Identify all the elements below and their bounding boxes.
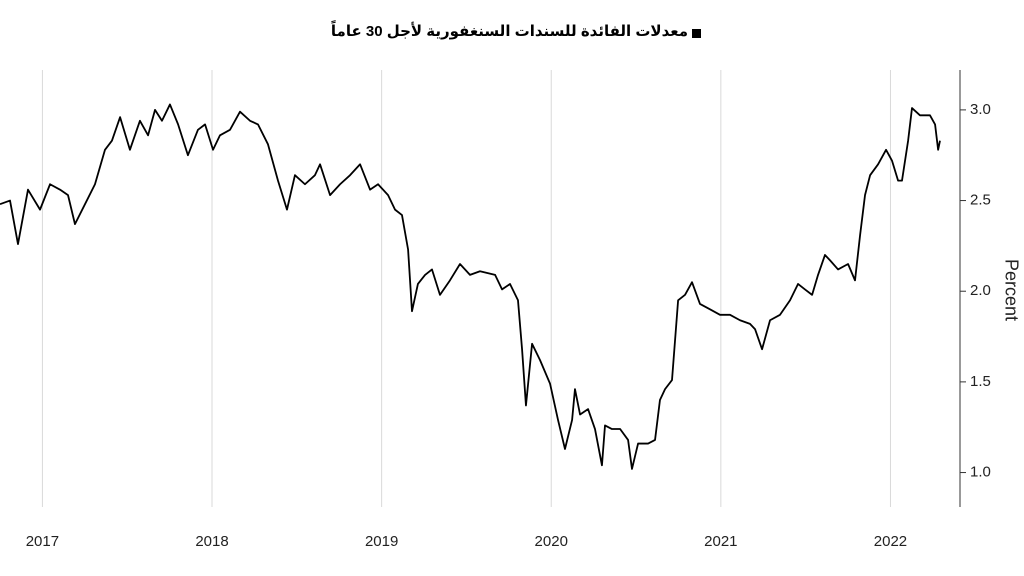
y-tick-label: 2.0 [970,282,991,299]
x-tick-label: 2021 [704,533,737,550]
x-tick-label: 2019 [365,533,398,550]
y-tick-label: 2.5 [970,192,991,209]
y-tick-label: 1.5 [970,373,991,390]
x-tick-label: 2022 [874,533,907,550]
legend-marker [692,29,701,38]
y-tick-label: 3.0 [970,101,991,118]
x-tick-label: 2018 [195,533,228,550]
x-tick-label: 2017 [26,533,59,550]
chart-title: معدلات الفائدة للسندات السنغفورية لأجل 3… [330,23,688,40]
y-tick-label: 1.0 [970,464,991,481]
y-axis-label: Percent [1001,259,1021,321]
data-line [0,103,941,470]
x-tick-label: 2020 [535,533,568,550]
